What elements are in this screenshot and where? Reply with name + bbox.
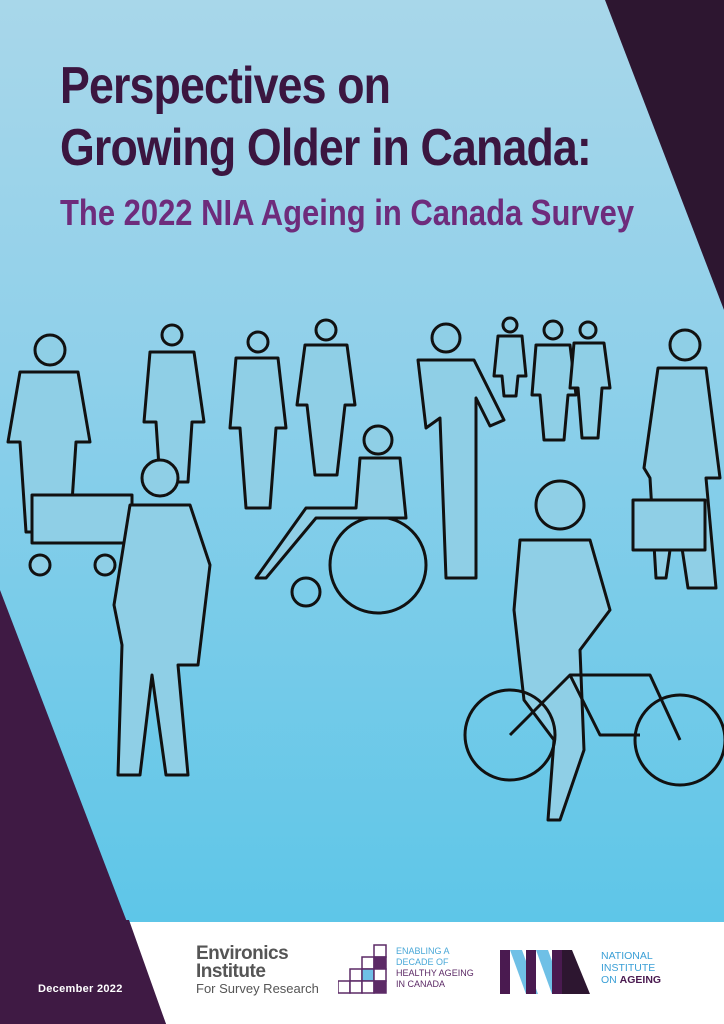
corner-shape-bottom-left bbox=[0, 590, 166, 1024]
wagon bbox=[28, 493, 134, 577]
person-figure bbox=[112, 458, 212, 777]
environics-logo: Environics Institute For Survey Research bbox=[196, 943, 319, 997]
decade-line: HEALTHY AGEING bbox=[396, 968, 474, 978]
bicycle bbox=[463, 673, 724, 787]
nia-line: NATIONAL bbox=[601, 950, 653, 962]
environics-tagline: For Survey Research bbox=[196, 981, 319, 996]
person-figure bbox=[568, 320, 612, 440]
person-figure bbox=[416, 322, 506, 580]
title-line-2: Growing Older in Canada: bbox=[60, 119, 592, 177]
briefcase bbox=[631, 498, 707, 552]
nia-logo: NATIONAL INSTITUTE ON AGEING bbox=[601, 950, 661, 986]
decade-healthy-ageing-logo: ENABLING A DECADE OF HEALTHY AGEING IN C… bbox=[396, 946, 474, 990]
environics-institute: Institute bbox=[196, 961, 266, 982]
wheelchair bbox=[254, 424, 428, 615]
decade-line: ENABLING A bbox=[396, 946, 450, 956]
person-figure bbox=[295, 318, 357, 477]
nia-ageing: AGEING bbox=[619, 974, 662, 986]
people-illustration bbox=[6, 316, 724, 822]
nia-line: ON bbox=[601, 974, 617, 986]
person-figure bbox=[492, 316, 528, 398]
decade-line: DECADE OF bbox=[396, 957, 449, 967]
footer-purple-shape bbox=[0, 920, 166, 1024]
decade-steps-icon bbox=[338, 944, 387, 994]
corner-shape-top-right bbox=[605, 0, 724, 310]
publication-date: December 2022 bbox=[38, 983, 123, 995]
footer bbox=[0, 920, 724, 1024]
person-figure bbox=[228, 330, 288, 510]
decade-line: IN CANADA bbox=[396, 979, 446, 989]
person-figure bbox=[512, 479, 612, 822]
title-line-1: Perspectives on bbox=[60, 57, 391, 115]
environics-name: Environics bbox=[196, 943, 289, 964]
person-figure bbox=[142, 323, 206, 484]
nia-logo-mark bbox=[500, 950, 590, 994]
subtitle: The 2022 NIA Ageing in Canada Survey bbox=[60, 192, 635, 233]
nia-line: INSTITUTE bbox=[601, 962, 656, 974]
